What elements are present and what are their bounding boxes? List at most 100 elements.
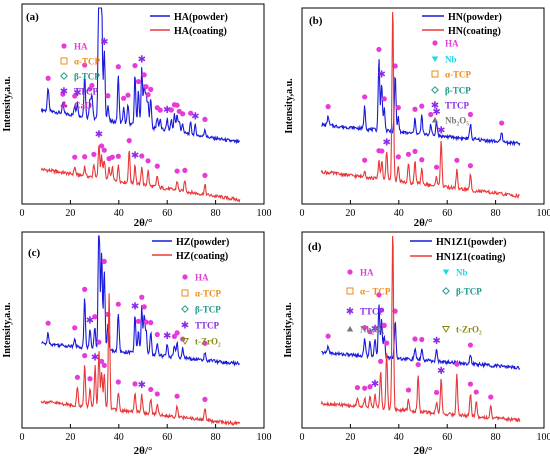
- coating-peak-marker: [101, 362, 107, 368]
- phase-key-label: HA: [360, 268, 374, 278]
- coating-peak-marker: [99, 358, 105, 364]
- powder-peak-marker: ✱: [163, 331, 171, 342]
- x-tick-label: 80: [491, 208, 501, 219]
- panel-d-plot: ✱ ✱ ✱ ✱: [320, 235, 521, 423]
- coating-peak-marker: ✱: [437, 366, 445, 377]
- powder-peak-marker: [82, 286, 88, 292]
- panel-d-x-ticks: 0 20 40 60 80 100: [300, 424, 550, 443]
- powder-peak-marker: [381, 96, 387, 102]
- coating-peak-marker: [367, 384, 373, 390]
- coating-peak-marker: [91, 151, 97, 157]
- phase-key-marker: [180, 338, 190, 345]
- x-tick-label: 100: [537, 208, 550, 219]
- x-tick-label: 100: [257, 432, 272, 443]
- coating-peak-marker: [154, 391, 160, 397]
- powder-peak-marker: ✱: [191, 111, 199, 122]
- powder-pattern-line: [321, 304, 521, 371]
- phase-key-marker: ✱: [431, 101, 439, 112]
- coating-peak-marker: ✱: [437, 126, 445, 137]
- powder-peak-marker: [45, 320, 51, 326]
- phase-key-marker: [61, 43, 67, 49]
- x-tick-label: 20: [345, 432, 355, 443]
- coating-peak-marker: [82, 353, 88, 359]
- phase-key-marker: [60, 72, 68, 80]
- powder-peak-marker: ✱: [131, 301, 139, 312]
- phase-key-marker: [346, 326, 354, 332]
- panel-d: (d) ✱ ✱ ✱ ✱ HN1Z1(powder) HN1Z1(coating) HA…: [283, 231, 550, 457]
- coating-peak-marker: [467, 381, 474, 387]
- phase-key-label: Nb: [445, 55, 457, 65]
- x-tick-label: 40: [394, 208, 404, 219]
- powder-peak-marker: [419, 336, 425, 343]
- phase-key-marker: [347, 269, 353, 275]
- phase-key-label: β-TCP: [445, 86, 471, 96]
- panel-b-xlabel: 2θ/°: [414, 217, 433, 229]
- powder-peak-marker: [157, 107, 163, 113]
- panel-c-label: (c): [28, 247, 41, 259]
- coating-peak-marker: [405, 387, 412, 393]
- phase-key-marker: [431, 117, 439, 123]
- coating-peak-marker: [378, 358, 384, 364]
- powder-peak-marker: [82, 62, 88, 68]
- powder-peak-marker: ✱: [138, 55, 146, 66]
- powder-peak-marker: [499, 120, 505, 126]
- coating-peak-marker: [202, 396, 208, 402]
- powder-peak-marker: ✱: [432, 336, 440, 347]
- coating-peak-marker: [362, 157, 368, 163]
- powder-peak-marker: [376, 46, 382, 53]
- phase-key-marker: [441, 326, 451, 333]
- phase-key-label: Nb: [456, 268, 468, 278]
- panel-a-x-ticks: 0 20 40 60 80 100: [20, 200, 272, 219]
- coating-peak-marker: [454, 157, 460, 163]
- powder-peak-marker: [125, 92, 131, 98]
- x-tick-label: 0: [20, 208, 25, 219]
- powder-peak-marker: ✱: [377, 70, 385, 81]
- coating-peak-marker: [362, 385, 368, 391]
- phase-key-marker: [432, 40, 438, 46]
- coating-peak-marker: [488, 394, 494, 400]
- powder-peak-marker: [362, 94, 368, 100]
- powder-pattern-line: [321, 59, 521, 147]
- powder-peak-marker: [202, 116, 208, 122]
- powder-peak-marker: [60, 91, 66, 97]
- powder-peak-marker: [145, 92, 151, 98]
- x-tick-label: 40: [114, 432, 124, 443]
- powder-pattern-line: [41, 235, 241, 367]
- powder-peak-marker: [202, 340, 208, 346]
- x-tick-label: 60: [442, 432, 452, 443]
- coating-peak-marker: ✱: [131, 150, 139, 161]
- powder-peak-marker: [381, 322, 387, 328]
- x-tick-label: 100: [257, 208, 272, 219]
- phase-key-marker: [346, 287, 354, 295]
- powder-peak-marker: [132, 63, 138, 69]
- coating-peak-marker: [412, 148, 418, 154]
- coating-peak-marker: [174, 168, 180, 174]
- coating-pattern-line: [320, 235, 521, 423]
- panel-c-phase-key: HA α-TCP β-TCP ✱ TTCP t-ZrO₂: [181, 273, 222, 347]
- coating-peak-marker: [99, 143, 105, 149]
- powder-peak-marker: [379, 307, 385, 313]
- panel-c-plot: ✱ ✱ ✱ ✱ ✱: [40, 235, 241, 427]
- powder-peak-marker: [325, 333, 331, 339]
- x-tick-label: 60: [442, 208, 452, 219]
- x-tick-label: 60: [162, 432, 172, 443]
- panel-b-x-ticks: 0 20 40 60 80 100: [300, 200, 550, 219]
- phase-key-label: Nb₂O₅: [360, 325, 384, 335]
- coating-peak-marker: [109, 154, 115, 160]
- phase-key-marker: [181, 305, 189, 313]
- legend-c-powder: HZ(powder): [176, 237, 229, 248]
- x-tick-label: 100: [537, 432, 550, 443]
- x-tick-label: 40: [394, 432, 404, 443]
- phase-key-label: α-TCP: [445, 70, 472, 80]
- coating-peak-marker: [126, 138, 132, 144]
- coating-peak-marker: [433, 389, 440, 396]
- phase-key-label: HA: [74, 42, 88, 52]
- panel-d-xlabel: 2θ/°: [414, 445, 433, 457]
- legend-d-coating: HN1Z1(coating): [436, 252, 505, 263]
- phase-key-marker: [431, 86, 439, 94]
- powder-peak-marker: [105, 93, 111, 99]
- phase-key-label: TTCP: [74, 87, 99, 97]
- coating-peak-marker: [379, 148, 385, 154]
- x-tick-label: 0: [20, 432, 25, 443]
- x-tick-label: 20: [65, 432, 75, 443]
